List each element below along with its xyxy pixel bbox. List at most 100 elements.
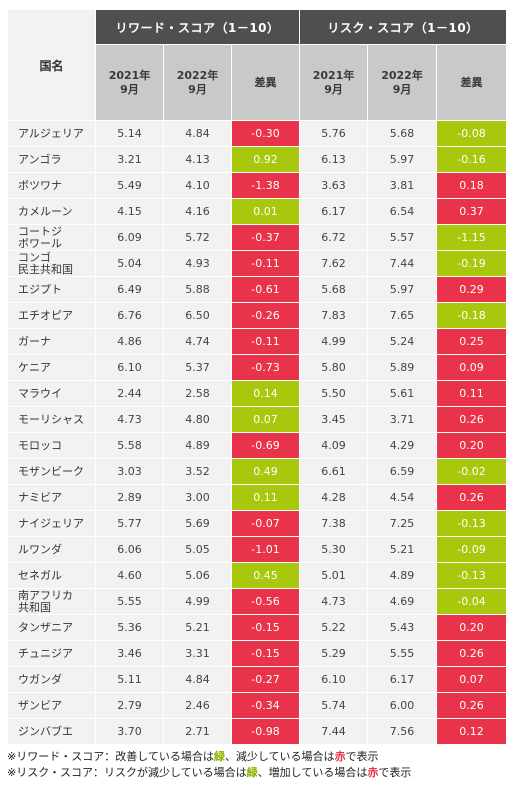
note-red-word: 赤 xyxy=(334,750,346,763)
country-cell: コートジ ボワール xyxy=(7,224,96,251)
reward-2021-cell: 5.04 xyxy=(95,250,164,277)
country-cell: ガーナ xyxy=(7,328,96,355)
risk-2021-cell: 5.01 xyxy=(299,562,369,589)
table-row: 南アフリカ 共和国 5.55 4.99 -0.56 4.73 4.69 -0.04 xyxy=(7,588,508,615)
risk-2021-cell: 6.13 xyxy=(299,146,369,173)
country-cell: カメルーン xyxy=(7,198,96,225)
reward-2021-cell: 5.11 xyxy=(95,666,164,693)
reward-2022-cell: 2.58 xyxy=(163,380,232,407)
risk-2021-cell: 4.73 xyxy=(299,588,369,615)
table-row: ナイジェリア 5.77 5.69 -0.07 7.38 7.25 -0.13 xyxy=(7,510,508,537)
reward-2022-cell: 4.80 xyxy=(163,406,232,433)
risk-2022-cell: 7.56 xyxy=(367,718,438,745)
reward-diff-cell: -0.15 xyxy=(230,614,301,641)
country-cell: ザンビア xyxy=(7,692,96,719)
risk-2021-cell: 7.62 xyxy=(299,250,369,277)
country-cell: エチオピア xyxy=(7,302,96,329)
risk-diff-cell: -0.16 xyxy=(436,146,508,173)
risk-2021-cell: 5.50 xyxy=(299,380,369,407)
reward-2021-cell: 6.10 xyxy=(95,354,164,381)
table-row: ウガンダ 5.11 4.84 -0.27 6.10 6.17 0.07 xyxy=(7,666,508,693)
reward-2022-header: 2022年 9月 xyxy=(163,44,232,121)
risk-2022-cell: 5.43 xyxy=(367,614,438,641)
risk-2021-header: 2021年 9月 xyxy=(299,44,369,121)
risk-2021-cell: 5.29 xyxy=(299,640,369,667)
reward-2021-cell: 3.46 xyxy=(95,640,164,667)
reward-diff-cell: -0.11 xyxy=(230,328,301,355)
reward-2021-cell: 4.60 xyxy=(95,562,164,589)
reward-2022-cell: 5.69 xyxy=(163,510,232,537)
legend-notes: ※リワード・スコア：改善している場合は緑、減少している場合は赤で表示 ※リスク・… xyxy=(7,749,506,781)
risk-diff-header: 差異 xyxy=(436,44,508,121)
reward-2022-cell: 5.88 xyxy=(163,276,232,303)
country-cell: モザンビーク xyxy=(7,458,96,485)
country-cell: 南アフリカ 共和国 xyxy=(7,588,96,615)
reward-note: ※リワード・スコア：改善している場合は緑、減少している場合は赤で表示 xyxy=(7,749,506,765)
reward-2021-cell: 4.15 xyxy=(95,198,164,225)
risk-diff-cell: 0.09 xyxy=(436,354,508,381)
risk-2021-cell: 5.74 xyxy=(299,692,369,719)
risk-diff-cell: 0.29 xyxy=(436,276,508,303)
country-cell: ナイジェリア xyxy=(7,510,96,537)
reward-2021-cell: 5.55 xyxy=(95,588,164,615)
reward-diff-cell: -0.26 xyxy=(230,302,301,329)
reward-2021-cell: 6.09 xyxy=(95,224,164,251)
table-row: モロッコ 5.58 4.89 -0.69 4.09 4.29 0.20 xyxy=(7,432,508,459)
table-row: コートジ ボワール 6.09 5.72 -0.37 6.72 5.57 -1.15 xyxy=(7,224,508,251)
reward-2022-cell: 2.71 xyxy=(163,718,232,745)
reward-score-group-header: リワード・スコア（1－10） xyxy=(94,9,301,45)
reward-2022-cell: 2.46 xyxy=(163,692,232,719)
risk-2022-cell: 4.89 xyxy=(367,562,438,589)
reward-diff-cell: 0.11 xyxy=(230,484,301,511)
country-cell: ルワンダ xyxy=(7,536,96,563)
table-row: モザンビーク 3.03 3.52 0.49 6.61 6.59 -0.02 xyxy=(7,458,508,485)
country-cell: ウガンダ xyxy=(7,666,96,693)
risk-diff-cell: -0.02 xyxy=(436,458,508,485)
risk-2021-cell: 4.28 xyxy=(299,484,369,511)
risk-diff-cell: -0.18 xyxy=(436,302,508,329)
reward-2022-cell: 6.50 xyxy=(163,302,232,329)
risk-2022-cell: 6.17 xyxy=(367,666,438,693)
note-green-word: 緑 xyxy=(213,750,225,763)
reward-diff-cell: -0.07 xyxy=(230,510,301,537)
note-red-word: 赤 xyxy=(367,766,379,779)
reward-diff-cell: -0.73 xyxy=(230,354,301,381)
country-cell: タンザニア xyxy=(7,614,96,641)
country-cell: モロッコ xyxy=(7,432,96,459)
risk-2021-cell: 5.80 xyxy=(299,354,369,381)
risk-2022-cell: 5.89 xyxy=(367,354,438,381)
reward-diff-cell: -0.98 xyxy=(230,718,301,745)
reward-diff-cell: -0.37 xyxy=(230,224,301,251)
table-row: タンザニア 5.36 5.21 -0.15 5.22 5.43 0.20 xyxy=(7,614,508,641)
country-cell: セネガル xyxy=(7,562,96,589)
reward-diff-cell: 0.14 xyxy=(230,380,301,407)
risk-2021-cell: 6.17 xyxy=(299,198,369,225)
reward-diff-cell: 0.49 xyxy=(230,458,301,485)
reward-2021-cell: 5.58 xyxy=(95,432,164,459)
risk-2021-cell: 3.45 xyxy=(299,406,369,433)
risk-2021-cell: 6.61 xyxy=(299,458,369,485)
risk-diff-cell: 0.26 xyxy=(436,406,508,433)
risk-2022-cell: 6.59 xyxy=(367,458,438,485)
reward-diff-cell: -0.15 xyxy=(230,640,301,667)
table-row: エチオピア 6.76 6.50 -0.26 7.83 7.65 -0.18 xyxy=(7,302,508,329)
table-row: アルジェリア 5.14 4.84 -0.30 5.76 5.68 -0.08 xyxy=(7,120,508,147)
country-cell: アルジェリア xyxy=(7,120,96,147)
risk-diff-cell: 0.11 xyxy=(436,380,508,407)
risk-2022-cell: 6.54 xyxy=(367,198,438,225)
risk-2021-cell: 6.10 xyxy=(299,666,369,693)
reward-2022-cell: 5.06 xyxy=(163,562,232,589)
reward-diff-cell: -0.27 xyxy=(230,666,301,693)
reward-diff-cell: -0.11 xyxy=(230,250,301,277)
table-row: ボツワナ 5.49 4.10 -1.38 3.63 3.81 0.18 xyxy=(7,172,508,199)
reward-2021-cell: 2.79 xyxy=(95,692,164,719)
risk-diff-cell: -0.13 xyxy=(436,562,508,589)
risk-2021-cell: 7.38 xyxy=(299,510,369,537)
country-cell: チュニジア xyxy=(7,640,96,667)
table-row: ジンバブエ 3.70 2.71 -0.98 7.44 7.56 0.12 xyxy=(7,718,508,745)
score-table-container: 国名 リワード・スコア（1－10） リスク・スコア（1－10） 2021年 9月… xyxy=(7,9,508,781)
reward-2021-cell: 6.76 xyxy=(95,302,164,329)
risk-diff-cell: 0.20 xyxy=(436,614,508,641)
reward-2022-cell: 4.89 xyxy=(163,432,232,459)
risk-2021-cell: 4.99 xyxy=(299,328,369,355)
